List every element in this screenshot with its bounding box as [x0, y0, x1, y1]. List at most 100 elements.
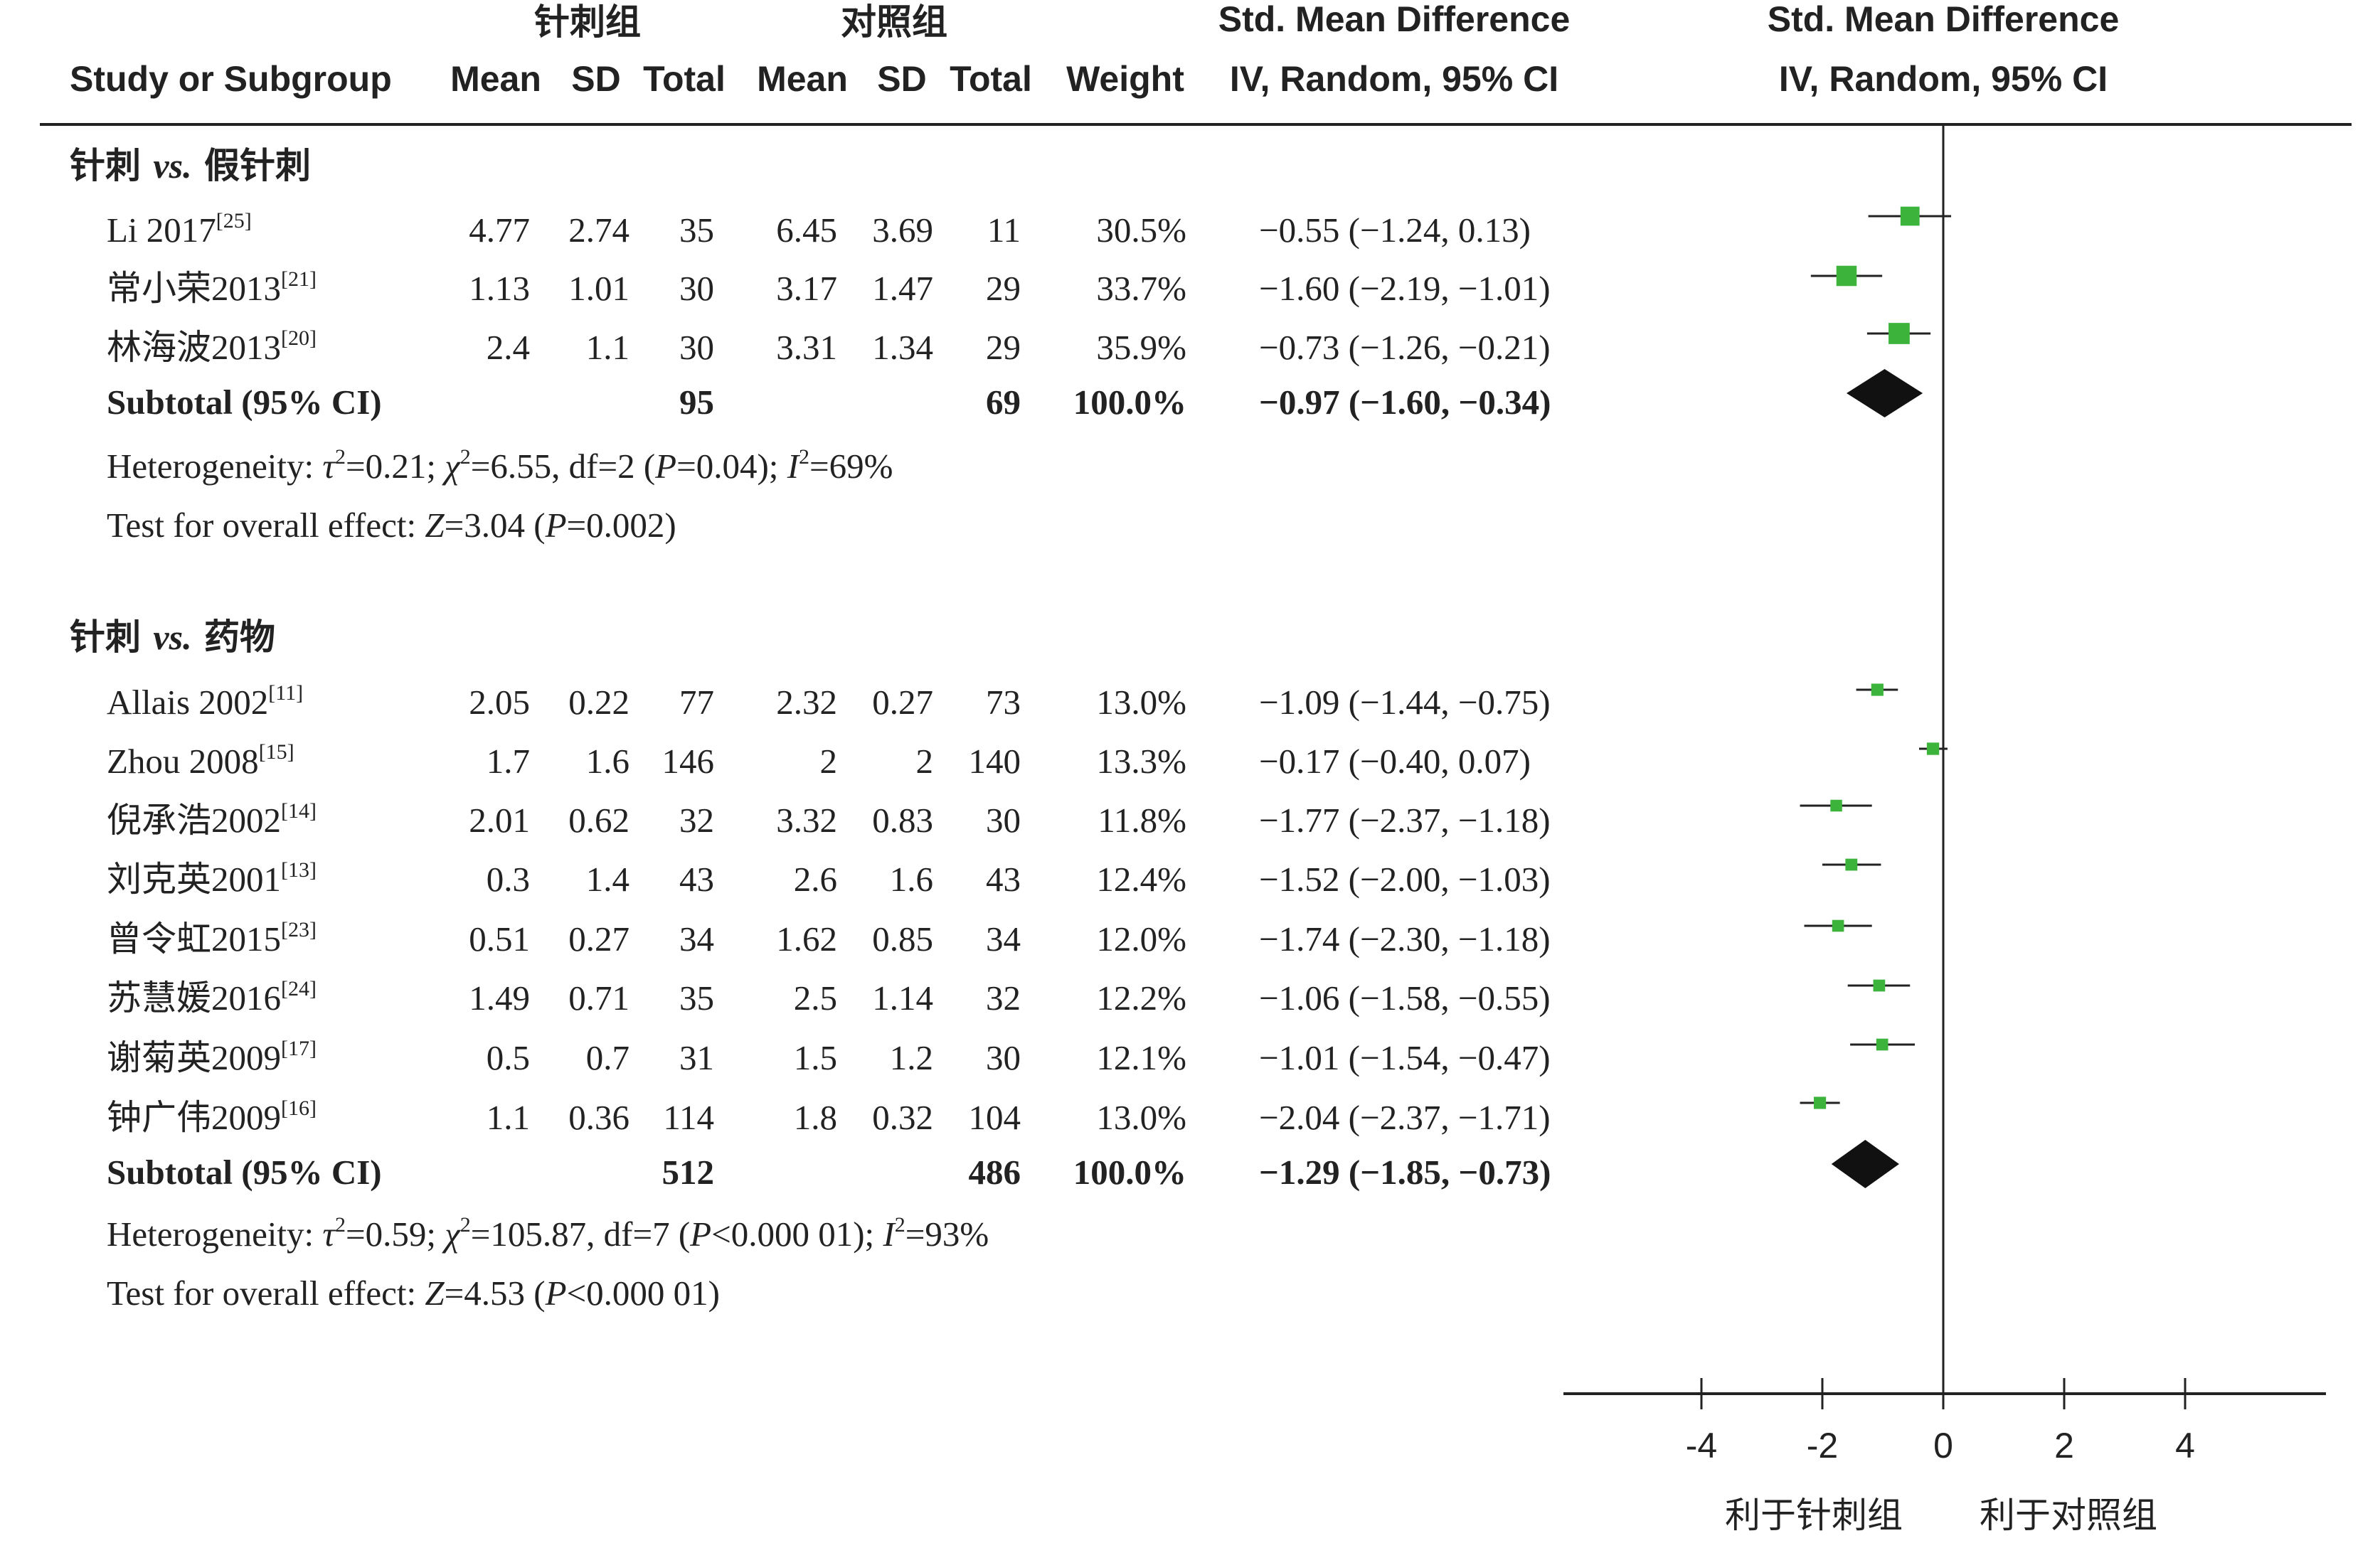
weight: 13.0%	[1096, 1098, 1186, 1137]
total-ctl: 30	[986, 1038, 1021, 1077]
study-name: 刘克英2001[13]	[107, 858, 317, 899]
ci-text: −2.04 (−2.37, −1.71)	[1259, 1098, 1551, 1137]
mean-ctl: 6.45	[776, 210, 837, 250]
mean-exp: 1.1	[487, 1098, 530, 1137]
weight: 13.3%	[1096, 742, 1186, 781]
subtotal-ci-text: −1.29 (−1.85, −0.73)	[1259, 1153, 1551, 1192]
ci-text: −0.55 (−1.24, 0.13)	[1259, 210, 1531, 250]
subtotal-total-ctl: 486	[969, 1153, 1021, 1192]
weight: 12.1%	[1096, 1038, 1186, 1077]
sd-exp: 1.01	[568, 269, 629, 308]
header-group-experimental: 针刺组	[534, 2, 641, 42]
mean-exp: 1.49	[469, 978, 530, 1018]
mean-ctl: 2.5	[794, 978, 837, 1018]
weight: 11.8%	[1098, 801, 1186, 840]
weight: 13.0%	[1096, 683, 1186, 722]
header-group-control: 对照组	[841, 2, 947, 42]
sd-exp: 0.27	[568, 919, 629, 959]
x-tick-label: -4	[1686, 1426, 1717, 1466]
sd-exp: 0.22	[568, 683, 629, 722]
ci-text: −1.77 (−2.37, −1.18)	[1259, 801, 1551, 840]
mean-ctl: 1.62	[776, 919, 837, 959]
mean-exp: 1.13	[469, 269, 530, 308]
subtotal-diamond	[1847, 369, 1923, 417]
x-tick-label: 4	[2175, 1426, 2195, 1466]
total-ctl: 11	[987, 210, 1021, 250]
study-name: 林海波2013[20]	[107, 326, 317, 367]
ci-text: −1.06 (−1.58, −0.55)	[1259, 978, 1551, 1018]
overall-effect-text: Test for overall effect: Z=3.04 (P=0.002…	[107, 506, 676, 545]
study-marker	[1830, 799, 1842, 812]
subtotal-label: Subtotal (95% CI)	[107, 1153, 382, 1192]
study-marker	[1836, 265, 1857, 287]
study-marker	[1900, 206, 1920, 226]
study-marker	[1832, 919, 1844, 932]
sd-ctl: 2	[916, 742, 934, 781]
study-name: Zhou 2008[15]	[107, 740, 294, 781]
header-weight: Weight	[1066, 59, 1184, 99]
weight: 30.5%	[1096, 210, 1186, 250]
sd-ctl: 1.14	[872, 978, 933, 1018]
total-exp: 34	[679, 919, 714, 959]
study-name: 谢菊英2009[17]	[107, 1037, 317, 1077]
header-mean-exp: Mean	[450, 59, 541, 99]
sd-exp: 0.62	[568, 801, 629, 840]
header-ci-left: IV, Random, 95% CI	[1230, 59, 1558, 99]
plot-area: -4 -2 0 2 4	[1563, 124, 2326, 1466]
header-smd-right: Std. Mean Difference	[1768, 0, 2120, 39]
subtotal-total-exp: 95	[679, 383, 714, 422]
weight: 12.0%	[1096, 919, 1186, 959]
mean-ctl: 2	[820, 742, 838, 781]
ci-text: −1.09 (−1.44, −0.75)	[1259, 683, 1551, 722]
study-marker	[1845, 858, 1858, 871]
favours-left-label: 利于针刺组	[1725, 1495, 1903, 1536]
total-ctl: 43	[986, 860, 1021, 899]
weight: 33.7%	[1096, 269, 1186, 308]
sd-exp: 0.36	[568, 1098, 629, 1137]
study-name: Li 2017[25]	[107, 209, 252, 250]
study-name: 曾令虹2015[23]	[107, 918, 317, 959]
ci-text: −0.17 (−0.40, 0.07)	[1259, 742, 1531, 781]
total-ctl: 104	[969, 1098, 1021, 1137]
total-ctl: 29	[986, 269, 1021, 308]
mean-exp: 2.01	[469, 801, 530, 840]
study-marker	[1814, 1096, 1827, 1109]
subtotal-total-exp: 512	[662, 1153, 715, 1192]
total-ctl: 34	[986, 919, 1021, 959]
ci-text: −1.52 (−2.00, −1.03)	[1259, 860, 1551, 899]
ci-text: −1.01 (−1.54, −0.47)	[1259, 1038, 1551, 1077]
study-name: 倪承浩2002[14]	[107, 799, 317, 840]
header-ci-right: IV, Random, 95% CI	[1779, 59, 2108, 99]
favours-right-label: 利于对照组	[1980, 1495, 2157, 1536]
total-ctl: 29	[986, 328, 1021, 367]
subtotal-total-ctl: 69	[986, 383, 1021, 422]
header-total-exp: Total	[643, 59, 726, 99]
sd-ctl: 0.85	[872, 919, 933, 959]
mean-exp: 4.77	[469, 210, 530, 250]
heterogeneity-text: Heterogeneity: τ2=0.59; χ2=105.87, df=7 …	[107, 1213, 989, 1254]
sd-ctl: 1.6	[890, 860, 933, 899]
group-title-1: 针刺 vs. 假针刺	[70, 145, 311, 186]
heterogeneity-text: Heterogeneity: τ2=0.21; χ2=6.55, df=2 (P…	[107, 445, 893, 486]
sd-exp: 0.71	[568, 978, 629, 1018]
header-total-ctl: Total	[950, 59, 1032, 99]
sd-exp: 1.6	[586, 742, 629, 781]
sd-ctl: 0.27	[872, 683, 933, 722]
mean-ctl: 1.8	[794, 1098, 837, 1137]
total-exp: 146	[662, 742, 715, 781]
table-body: 针刺 vs. 假针刺 Li 2017[25] 4.77 2.74 35 6.45 3.69 1…	[70, 145, 1551, 1313]
total-exp: 43	[679, 860, 714, 899]
study-marker	[1876, 1038, 1888, 1051]
mean-exp: 2.05	[469, 683, 530, 722]
header-sd-exp: SD	[571, 59, 620, 99]
mean-exp: 0.5	[487, 1038, 530, 1077]
sd-exp: 0.7	[586, 1038, 629, 1077]
total-ctl: 30	[986, 801, 1021, 840]
header-sd-ctl: SD	[877, 59, 926, 99]
total-exp: 32	[679, 801, 714, 840]
ci-text: −1.60 (−2.19, −1.01)	[1259, 269, 1551, 308]
sd-exp: 1.4	[586, 860, 629, 899]
header-smd-left: Std. Mean Difference	[1218, 0, 1571, 39]
sd-ctl: 1.2	[890, 1038, 933, 1077]
